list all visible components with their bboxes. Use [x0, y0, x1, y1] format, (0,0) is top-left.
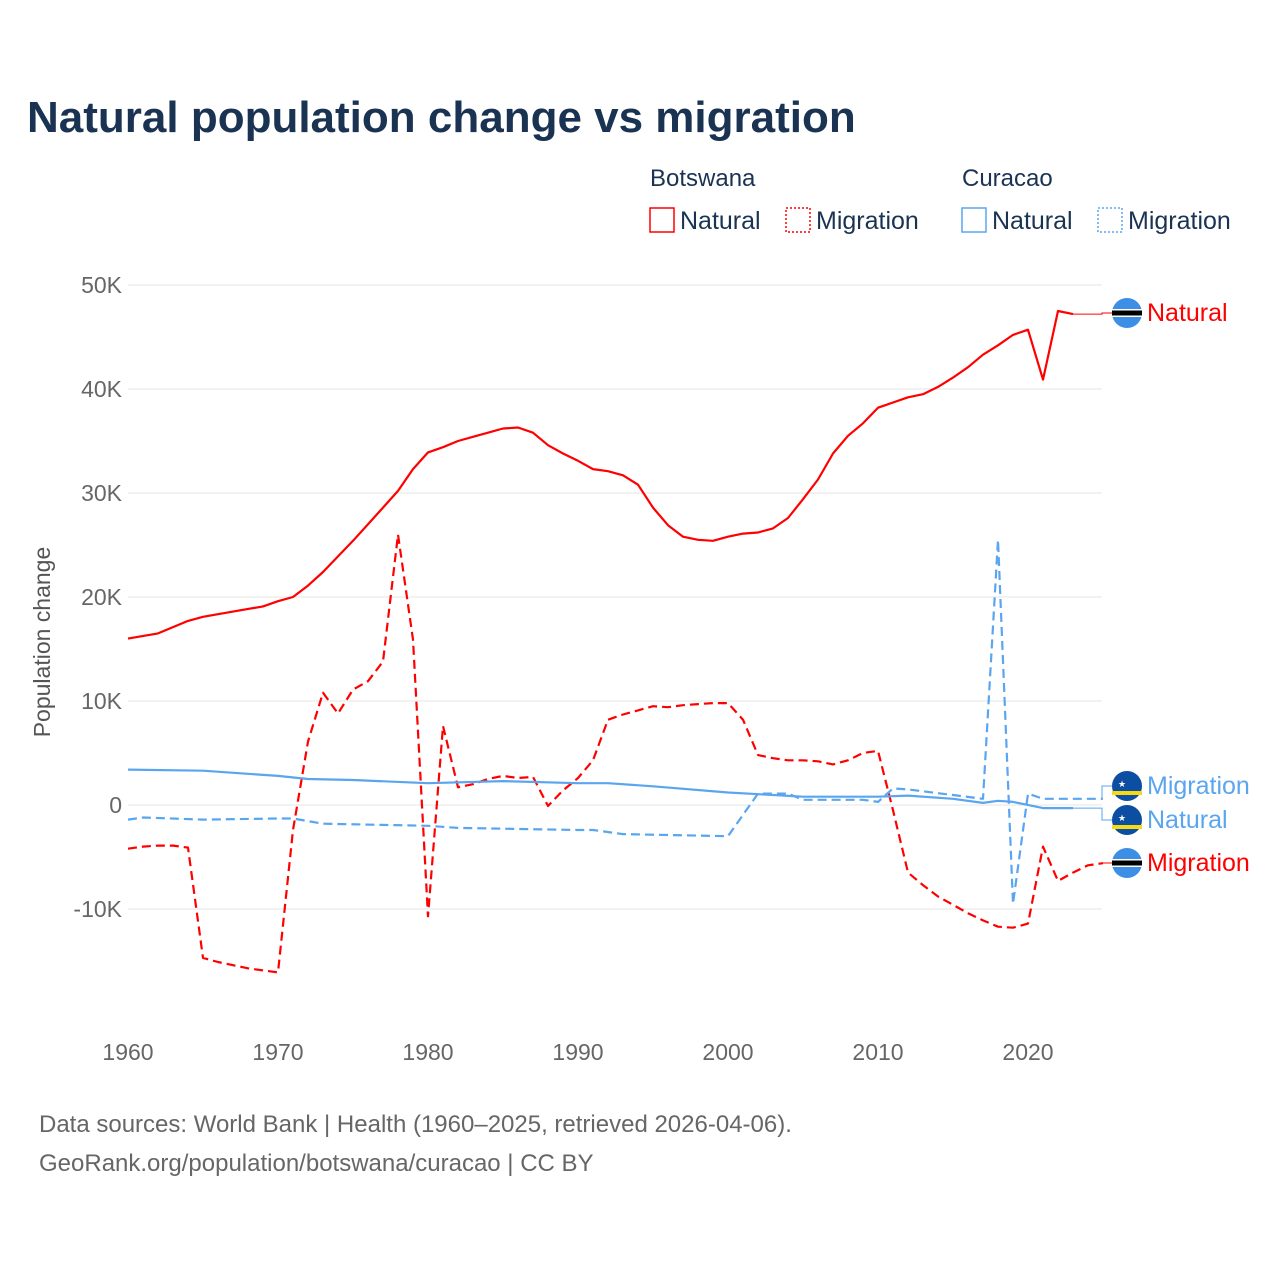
end-labels: Natural Migration ★ Natural ★ Migration	[1073, 298, 1250, 878]
x-tick-label: 2010	[852, 1039, 903, 1065]
y-axis-label: Population change	[29, 547, 55, 738]
end-label: Natural	[1147, 299, 1228, 327]
legend-swatch-migration	[1097, 207, 1123, 233]
series-line-curacao-migration	[127, 538, 1103, 905]
curacao-flag-icon: ★	[1112, 771, 1142, 801]
grid	[128, 284, 1102, 910]
botswana-flag-icon	[1112, 848, 1142, 878]
y-tick-label: 10K	[81, 688, 123, 714]
y-tick-label: -10K	[73, 896, 122, 922]
y-tick-label: 40K	[81, 376, 123, 402]
y-axis: 50K 40K 30K 20K 10K 0 -10K	[73, 272, 122, 922]
legend-item-migration[interactable]: Migration	[1128, 207, 1231, 235]
y-tick-label: 30K	[81, 480, 123, 506]
series-line-botswana-natural	[127, 309, 1074, 640]
series-lines	[127, 309, 1104, 974]
flag-bg	[1112, 805, 1142, 835]
legend-swatch-natural	[961, 207, 987, 233]
legend-item-natural[interactable]: Natural	[680, 207, 761, 235]
series-line-curacao-natural	[127, 768, 1073, 810]
legend-swatch-natural	[649, 207, 675, 233]
x-tick-label: 1970	[252, 1039, 303, 1065]
star-icon: ★	[1118, 813, 1126, 823]
x-tick-label: 1990	[552, 1039, 603, 1065]
botswana-flag-icon	[1112, 298, 1142, 328]
end-label: Migration	[1147, 772, 1250, 800]
legend-swatch-migration	[785, 207, 811, 233]
chart-title: Natural population change vs migration	[27, 93, 856, 142]
x-tick-label: 2020	[1002, 1039, 1053, 1065]
y-tick-label: 50K	[81, 272, 123, 298]
end-label: Natural	[1147, 806, 1228, 834]
leader-line	[1073, 312, 1112, 315]
x-tick-label: 1980	[402, 1039, 453, 1065]
flag-stripe	[1112, 860, 1142, 866]
curacao-flag-icon: ★	[1112, 805, 1142, 835]
y-tick-label: 20K	[81, 584, 123, 610]
end-label: Migration	[1147, 849, 1250, 877]
legend[interactable]: Botswana Natural Migration Curacao Natural Mi…	[649, 165, 1231, 235]
flag-stripe	[1112, 310, 1142, 316]
legend-group-title: Curacao	[962, 165, 1053, 192]
x-tick-label: 2000	[702, 1039, 753, 1065]
leader-line	[1101, 785, 1112, 800]
x-axis: 1960 1970 1980 1990 2000 2010 2020	[102, 1039, 1053, 1065]
flag-stripe	[1112, 825, 1142, 829]
legend-item-natural[interactable]: Natural	[992, 207, 1073, 235]
y-tick-label: 0	[109, 792, 122, 818]
footer-source: Data sources: World Bank | Health (1960–…	[39, 1111, 792, 1138]
series-line-botswana-migration	[127, 533, 1104, 974]
x-tick-label: 1960	[102, 1039, 153, 1065]
footer-credit: GeoRank.org/population/botswana/curacao …	[39, 1150, 594, 1177]
flag-bg	[1112, 771, 1142, 801]
flag-stripe	[1112, 791, 1142, 795]
star-icon: ★	[1118, 779, 1126, 789]
leader-line	[1073, 807, 1112, 821]
legend-group-title: Botswana	[650, 165, 756, 192]
legend-item-migration[interactable]: Migration	[816, 207, 919, 235]
